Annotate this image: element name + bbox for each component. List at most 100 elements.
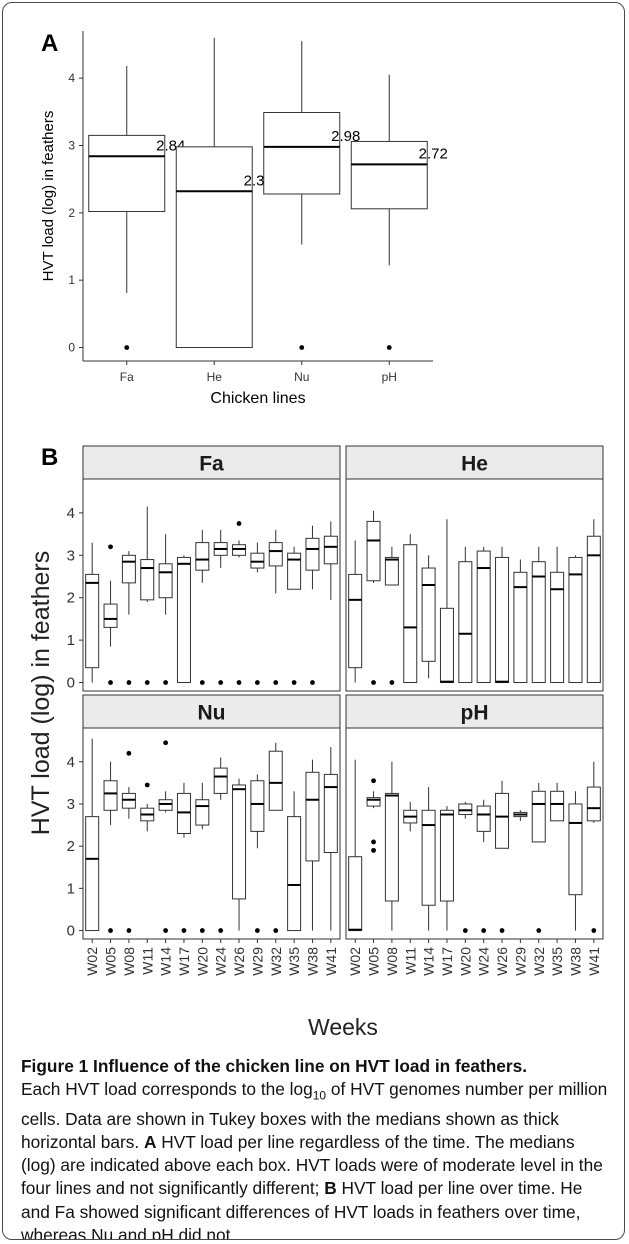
panel-b-nu-outlier-point [273, 928, 279, 933]
panel-b-x-tick-label: W14 [421, 947, 437, 976]
panel-b-he-outlier-point [389, 680, 395, 685]
panel-a-y-axis-title: HVT load (log) in feathers [40, 111, 57, 282]
panel-b-fa-box [268, 542, 283, 567]
panel-b-x-tick-label: W14 [158, 947, 174, 976]
panel-b-y-tick-label: 3 [67, 796, 75, 813]
panel-b-y-tick-label: 1 [67, 880, 75, 897]
panel-b-ph-facet-strip [345, 694, 604, 729]
panel-b-fa-box [158, 563, 173, 599]
panel-b-fa-outlier-point [254, 680, 260, 685]
panel-b-y-tick-label: 0 [67, 923, 75, 940]
panel-b-x-tick-label: W17 [439, 947, 455, 976]
panel-b-x-tick-label: W24 [476, 947, 492, 976]
caption-title: Figure 1 Influence of the chicken line o… [21, 1056, 528, 1076]
panel-a-y-tick-label: 1 [68, 273, 75, 287]
panel-b-x-tick-label: W32 [531, 947, 547, 976]
panel-b-fa-outlier-point [108, 544, 113, 550]
panel-b-ph-outlier-point [591, 928, 597, 933]
caption-label-b: B [324, 1178, 337, 1199]
panel-b-x-tick-label: W20 [457, 947, 473, 976]
panel-b-ph-box [476, 805, 491, 832]
panel-b-nu-box [195, 799, 210, 826]
panel-b-x-tick-label: W11 [402, 947, 418, 975]
panel-b-fa-outlier-point [218, 680, 224, 685]
panel-b-nu-box [121, 792, 136, 809]
panel-b-he-box [550, 571, 565, 684]
panel-b-x-tick-label: W26 [231, 947, 247, 976]
panel-b-fa-outlier-point [126, 680, 132, 685]
caption-text-d: HVT load per line over time. He and Fa s… [21, 1178, 583, 1240]
panel-b-fa-outlier-point [108, 680, 113, 685]
panel-b-ph-outlier-point [481, 928, 487, 933]
panel-a-x-tick-label: Fa [120, 370, 134, 384]
panel-b-x-tick-label: W35 [549, 947, 565, 976]
panel-b-fa-box [287, 552, 302, 590]
panel-a-outlier-point [124, 345, 130, 350]
panel-b-ph-outlier-point [371, 778, 376, 784]
panel-b-nu-box [158, 799, 173, 811]
panel-b-he-box [495, 556, 510, 684]
panel-b-x-tick-label: W35 [286, 947, 302, 976]
panel-b-he-facet-title: He [461, 453, 488, 476]
panel-b-nu-box [287, 816, 302, 932]
panel-b-nu-outlier-point [199, 928, 205, 933]
panel-b-nu-box [232, 784, 247, 900]
panel-b-he-plot-area [345, 478, 604, 692]
panel-b-x-tick-label: W08 [121, 947, 137, 976]
panel-b-x-tick-label: W17 [176, 947, 192, 976]
panel-b-x-axis-title: Weeks [308, 1014, 378, 1040]
panel-b-y-tick-label: 3 [67, 547, 75, 564]
panel-b-ph-outlier-point [499, 928, 505, 933]
panel-b-ph-box [366, 797, 381, 807]
panel-b-fa-box [176, 556, 191, 684]
panel-a-median-label: 2.72 [419, 145, 448, 162]
panel-b-ph-box [384, 792, 399, 902]
panel-a-x-tick-label: He [207, 370, 223, 384]
panel-b-he-box [384, 556, 399, 586]
panel-b-x-tick-label: W41 [586, 947, 602, 976]
panel-b-x-tick-label: W26 [494, 947, 510, 976]
panel-b-ph-outlier-point [371, 839, 376, 845]
panel-b-ph-box [568, 803, 583, 896]
panel-b-he-box [403, 544, 418, 684]
panel-b-nu-box [250, 780, 265, 832]
panel-b-fa-box [140, 559, 155, 601]
panel-b-nu-box [268, 750, 283, 811]
panel-b-nu-outlier-point [108, 928, 113, 933]
panel-b-x-tick-label: W29 [512, 947, 528, 976]
panel-b-fa-box [103, 603, 118, 628]
panel-b-fa-outlier-point [273, 680, 279, 685]
panel-a-label: A [41, 30, 58, 57]
panel-b-y-tick-label: 1 [67, 632, 75, 649]
panel-b-fa-outlier-point [199, 680, 205, 685]
panel-b-x-tick-label: W05 [103, 947, 119, 976]
panel-b-x-tick-label: W11 [139, 947, 155, 975]
panel-b-ph-outlier-point [371, 847, 376, 853]
panel-b-nu-box [85, 816, 100, 932]
caption-label-a: A [143, 1132, 157, 1153]
caption-text-c: HVT load per line regardless of the time… [21, 1132, 603, 1199]
panel-a-y-tick-label: 3 [68, 138, 75, 152]
panel-b-y-tick-label: 0 [67, 675, 75, 692]
panel-b-fa-outlier-point [144, 680, 150, 685]
panel-b-fa-outlier-point [236, 521, 242, 526]
panel-b-he-box [531, 561, 546, 684]
panel-b-ph-box [458, 803, 473, 816]
panel-b-ph-outlier-point [536, 928, 542, 933]
panel-b-fa-box [121, 554, 136, 584]
panel-b-ph-box [348, 856, 363, 932]
panel-b-he-box [458, 561, 473, 684]
panel-a-outlier-point [386, 345, 392, 350]
panel-a-x-tick-label: Nu [294, 370, 309, 384]
panel-b-x-tick-label: W32 [268, 947, 284, 976]
panel-b-he-box [586, 535, 601, 684]
panel-b-x-tick-label: W38 [567, 947, 583, 976]
panel-a-box [263, 111, 341, 195]
panel-b-he-box [348, 573, 363, 669]
panel-b-x-tick-label: W02 [347, 947, 363, 976]
panel-b-x-tick-label: W38 [304, 947, 320, 976]
panel-b-nu-plot-area [82, 727, 341, 940]
panel-a-y-tick-label: 2 [68, 206, 75, 220]
panel-a-box [88, 134, 166, 212]
